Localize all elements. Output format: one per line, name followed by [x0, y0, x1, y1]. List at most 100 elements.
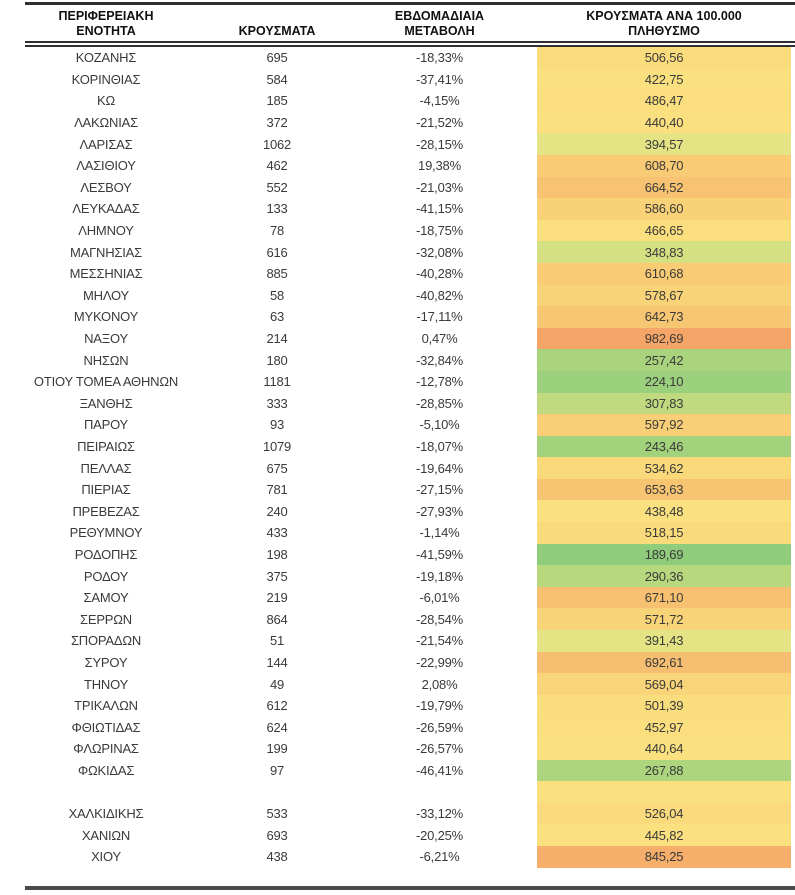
table-row: ΧΑΛΚΙΔΙΚΗΣ 533 -33,12% 526,04: [0, 802, 795, 825]
change-cell: 19,38%: [418, 158, 461, 174]
change-cell: -41,59%: [415, 546, 464, 562]
region-cell: ΜΕΣΣΗΝΙΑΣ: [69, 266, 143, 282]
table-row: ΤΡΙΚΑΛΩΝ 612 -19,79% 501,39: [0, 694, 795, 717]
region-cell: ΠΕΛΛΑΣ: [80, 460, 132, 476]
cases-cell: 97: [269, 762, 285, 778]
change-cell: -6,01%: [419, 590, 460, 606]
region-cell: ΣΕΡΡΩΝ: [80, 611, 132, 627]
per100k-cell: 224,10: [537, 370, 791, 393]
region-cell: ΜΥΚΟΝΟΥ: [73, 309, 139, 325]
region-cell: ΛΗΜΝΟΥ: [78, 223, 134, 239]
cases-cell: 375: [266, 568, 288, 584]
cases-cell: 333: [266, 395, 288, 411]
table-row: ΠΑΡΟΥ 93 -5,10% 597,92: [0, 414, 795, 436]
region-cell: ΣΥΡΟΥ: [84, 654, 128, 670]
cases-cell: 1079: [262, 438, 292, 454]
table-row: ΣΠΟΡΑΔΩΝ 51 -21,54% 391,43: [0, 630, 795, 652]
change-cell: -28,15%: [415, 136, 464, 152]
region-cell: ΛΑΡΙΣΑΣ: [79, 136, 133, 152]
per100k-cell: 348,83: [537, 241, 791, 263]
per100k-cell: 526,04: [537, 802, 791, 825]
change-cell: -17,11%: [416, 309, 463, 325]
region-cell: ΜΗΛΟΥ: [83, 287, 129, 303]
change-cell: -20,25%: [415, 827, 464, 843]
per100k-cell: 440,64: [537, 738, 791, 760]
per100k-cell: 518,15: [537, 522, 791, 544]
cases-cell: 462: [266, 158, 288, 174]
table-body: ΚΟΖΑΝΗΣ 695 -18,33% 506,56 ΚΟΡΙΝΘΙΑΣ 584…: [0, 47, 795, 868]
table-row: ΜΑΓΝΗΣΙΑΣ 616 -32,08% 348,83: [0, 241, 795, 263]
table-row: ΟΤΙΟΥ ΤΟΜΕΑ ΑΘΗΝΩΝ 1181 -12,78% 224,10: [0, 370, 795, 393]
per100k-cell: 586,60: [537, 198, 791, 220]
region-cell: ΣΑΜΟΥ: [83, 590, 129, 606]
table-row: ΦΘΙΩΤΙΔΑΣ 624 -26,59% 452,97: [0, 716, 795, 738]
per100k-cell: 486,47: [537, 90, 791, 112]
table-row: ΠΡΕΒΕΖΑΣ 240 -27,93% 438,48: [0, 500, 795, 523]
per100k-cell: 307,83: [537, 392, 791, 415]
header-cases-per-100k-line1: ΚΡΟΥΣΜΑΤΑ ΑΝΑ 100.000: [586, 9, 742, 23]
table-row: ΚΟΖΑΝΗΣ 695 -18,33% 506,56: [0, 47, 795, 69]
per100k-cell: [537, 781, 791, 803]
table-header-row: ΠΕΡΙΦΕΡΕΙΑΚΗ ΕΝΟΤΗΤΑ ΚΡΟΥΣΜΑΤΑ ΕΒΔΟΜΑΔΙΑ…: [0, 5, 795, 41]
table-row: ΝΗΣΩΝ 180 -32,84% 257,42: [0, 349, 795, 371]
table-row: ΦΛΩΡΙΝΑΣ 199 -26,57% 440,64: [0, 738, 795, 760]
per100k-cell: 578,67: [537, 284, 791, 307]
change-cell: -18,33%: [415, 50, 464, 66]
region-cell: ΧΙΟΥ: [91, 849, 121, 865]
region-cell: ΛΕΥΚΑΔΑΣ: [72, 201, 140, 217]
table-row: ΣΥΡΟΥ 144 -22,99% 692,61: [0, 651, 795, 674]
per100k-cell: 571,72: [537, 608, 791, 631]
region-cell: ΚΟΖΑΝΗΣ: [75, 50, 137, 66]
per100k-cell: 290,36: [537, 565, 791, 587]
region-cell: ΚΟΡΙΝΘΙΑΣ: [71, 71, 141, 87]
region-cell: ΦΩΚΙΔΑΣ: [77, 762, 135, 778]
change-cell: -19,18%: [415, 568, 464, 584]
per100k-cell: 452,97: [537, 716, 791, 738]
region-cell: ΝΑΞΟΥ: [84, 331, 128, 347]
per100k-cell: 506,56: [537, 47, 791, 69]
region-cell: [0, 781, 212, 803]
cases-cell: 438: [266, 849, 288, 865]
table-row: ΦΩΚΙΔΑΣ 97 -46,41% 267,88: [0, 759, 795, 782]
cases-cell: 864: [266, 611, 288, 627]
table-row: ΝΑΞΟΥ 214 0,47% 982,69: [0, 327, 795, 350]
per100k-cell: 597,92: [537, 414, 791, 436]
change-cell: -19,79%: [415, 698, 464, 714]
change-cell: -19,64%: [415, 460, 464, 476]
cases-cell: 1181: [263, 374, 291, 390]
region-cell: ΜΑΓΝΗΣΙΑΣ: [70, 244, 142, 260]
change-cell: -21,54%: [415, 633, 464, 649]
per100k-cell: 445,82: [537, 824, 791, 846]
per100k-cell: 422,75: [537, 68, 791, 91]
change-cell: -18,75%: [415, 223, 464, 239]
table-row: ΧΑΝΙΩΝ 693 -20,25% 445,82: [0, 824, 795, 846]
table-row: [0, 781, 795, 803]
cases-cell: 372: [266, 115, 288, 131]
cases-cell: 533: [266, 806, 288, 822]
cases-cell: 624: [266, 719, 288, 735]
region-cell: ΧΑΝΙΩΝ: [81, 827, 131, 843]
change-cell: -26,59%: [415, 719, 464, 735]
region-cell: ΧΑΛΚΙΔΙΚΗΣ: [68, 806, 144, 822]
change-cell: -32,84%: [415, 352, 464, 368]
change-cell: -18,07%: [415, 438, 464, 454]
cases-cell: 885: [266, 266, 288, 282]
per100k-cell: 438,48: [537, 500, 791, 523]
region-cell: ΤΗΝΟΥ: [83, 676, 129, 692]
table-row: ΤΗΝΟΥ 49 2,08% 569,04: [0, 673, 795, 695]
per100k-cell: 671,10: [537, 586, 791, 609]
region-cell: ΠΙΕΡΙΑΣ: [81, 482, 131, 498]
change-cell: -37,41%: [415, 71, 464, 87]
table-row: ΚΟΡΙΝΘΙΑΣ 584 -37,41% 422,75: [0, 68, 795, 91]
per100k-cell: 243,46: [537, 435, 791, 458]
cases-cell: 612: [266, 698, 288, 714]
region-cell: ΝΗΣΩΝ: [83, 352, 129, 368]
cases-cell: 781: [266, 482, 288, 498]
region-cell: ΡΟΔΟΥ: [83, 568, 129, 584]
table-bottom-border: [25, 885, 795, 890]
region-cell: ΟΤΙΟΥ ΤΟΜΕΑ ΑΘΗΝΩΝ: [33, 374, 179, 390]
per100k-cell: 257,42: [537, 349, 791, 371]
region-cell: ΚΩ: [97, 93, 115, 109]
per100k-cell: 189,69: [537, 543, 791, 566]
